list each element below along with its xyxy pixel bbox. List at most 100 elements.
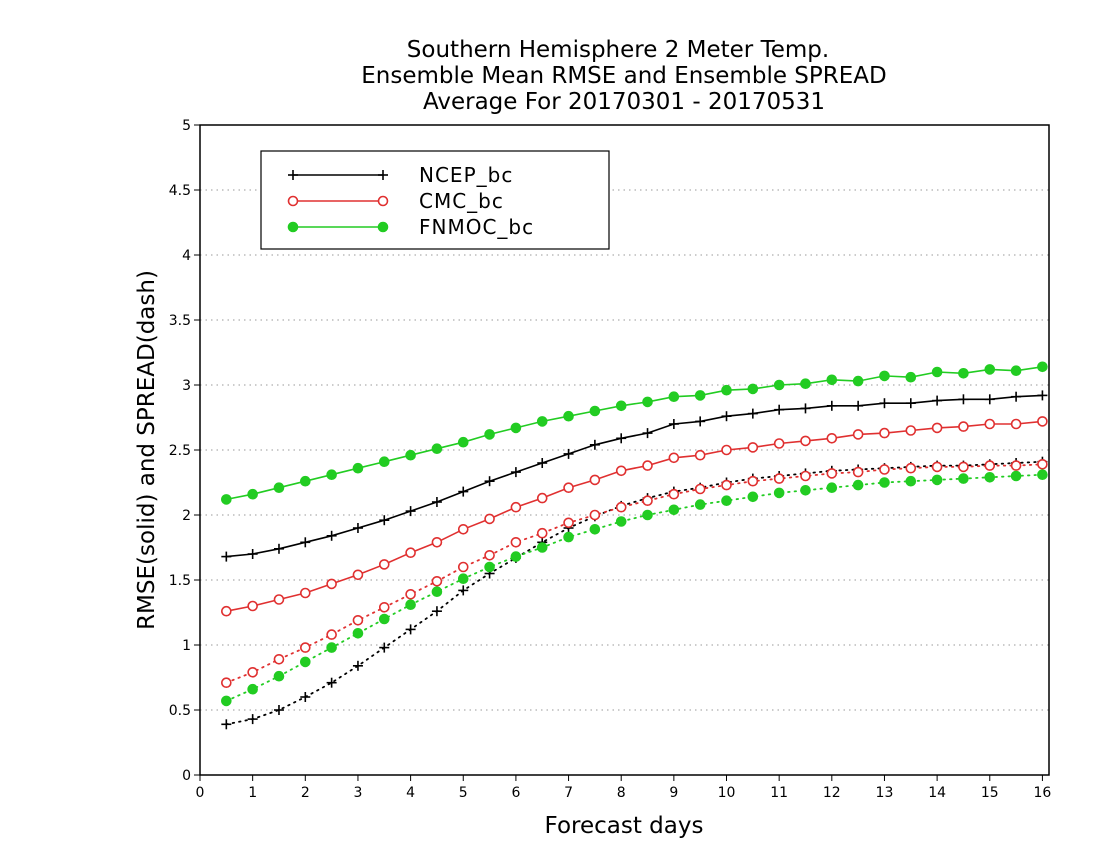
legend-marker xyxy=(287,195,299,207)
title-line-2: Ensemble Mean RMSE and Ensemble SPREAD xyxy=(361,63,886,89)
fnmoc_bc-spread-point xyxy=(668,504,680,516)
ncep_bc-rmse-point xyxy=(405,506,416,517)
x-tick-label: 4 xyxy=(406,785,415,801)
fnmoc_bc-rmse-point xyxy=(326,469,337,481)
fnmoc_bc-spread-point xyxy=(958,473,969,484)
fnmoc_bc-rmse-point xyxy=(273,482,285,494)
x-tick-label: 0 xyxy=(196,785,205,801)
fnmoc_bc-spread-point xyxy=(457,573,469,585)
fnmoc_bc-spread-point xyxy=(694,499,706,510)
x-axis-label: Forecast days xyxy=(545,813,704,839)
fnmoc_bc-rmse-point xyxy=(247,488,258,500)
fnmoc_bc-rmse-point xyxy=(615,400,627,412)
x-tick-label: 2 xyxy=(301,785,310,801)
fnmoc_bc-rmse-point xyxy=(536,416,548,427)
cmc_bc-spread-point xyxy=(378,601,390,613)
cmc_bc-rmse-point xyxy=(721,444,732,456)
x-tick-label: 12 xyxy=(823,785,841,801)
fnmoc_bc-rmse-point xyxy=(510,422,522,434)
x-tick-label: 11 xyxy=(770,785,788,801)
ncep_bc-rmse-point xyxy=(853,400,864,411)
x-tick-label: 7 xyxy=(564,785,573,801)
y-tick-label: 5 xyxy=(182,118,191,134)
cmc_bc-rmse-point xyxy=(1037,416,1048,427)
x-tick-label: 15 xyxy=(981,785,999,801)
fnmoc_bc-spread-point xyxy=(510,551,522,562)
cmc_bc-rmse-point xyxy=(615,465,627,477)
cmc_bc-spread-point xyxy=(984,460,996,471)
cmc_bc-spread-point xyxy=(668,488,680,500)
legend-marker xyxy=(288,170,298,180)
cmc_bc-rmse-point xyxy=(747,442,759,453)
cmc_bc-rmse-point xyxy=(563,482,574,494)
fnmoc_bc-rmse-point xyxy=(931,366,943,378)
ncep_bc-spread-point xyxy=(300,692,311,702)
ncep_bc-spread-point xyxy=(221,719,232,730)
y-tick-label: 1.5 xyxy=(169,573,191,589)
x-tick-label: 13 xyxy=(876,785,894,801)
fnmoc_bc-spread-point xyxy=(1010,470,1022,482)
ncep_bc-rmse-point xyxy=(747,408,758,419)
x-tick-label: 6 xyxy=(511,785,520,801)
fnmoc_bc-rmse-point xyxy=(984,364,996,375)
ncep_bc-rmse-point xyxy=(668,419,679,429)
fnmoc_bc-spread-point xyxy=(905,475,917,487)
cmc_bc-spread-point xyxy=(536,527,548,539)
cmc_bc-spread-point xyxy=(1010,460,1022,471)
legend-label: CMC_bc xyxy=(419,189,504,213)
cmc_bc-rmse-point xyxy=(852,429,864,440)
fnmoc_bc-rmse-point xyxy=(958,368,969,379)
fnmoc_bc-spread-point xyxy=(747,491,759,503)
fnmoc_bc-rmse-point xyxy=(879,370,890,382)
cmc_bc-spread-point xyxy=(352,614,364,626)
cmc_bc-spread-point xyxy=(247,666,258,678)
y-tick-label: 0.5 xyxy=(169,703,191,719)
ncep_bc-rmse-point xyxy=(273,543,284,554)
cmc_bc-rmse-point xyxy=(984,418,996,430)
y-tick-label: 3 xyxy=(182,378,191,394)
title-line-1: Southern Hemisphere 2 Meter Temp. xyxy=(407,37,829,63)
fnmoc_bc-rmse-point xyxy=(352,462,364,474)
fnmoc_bc-spread-point xyxy=(563,531,574,543)
legend-entry-fnmoc_bc: FNMOC_bc xyxy=(287,215,533,239)
fnmoc_bc-rmse-point xyxy=(905,371,917,383)
ncep_bc-rmse-point xyxy=(642,428,653,439)
y-tick-label: 3.5 xyxy=(169,313,191,329)
fnmoc_bc-rmse-point xyxy=(1010,365,1022,377)
fnmoc_bc-spread-point xyxy=(852,479,864,491)
cmc_bc-spread-point xyxy=(326,629,337,640)
fnmoc_bc-spread-point xyxy=(405,599,416,611)
cmc_bc-spread-point xyxy=(826,468,838,479)
x-tick-label: 8 xyxy=(617,785,626,801)
cmc_bc-rmse-point xyxy=(931,422,943,434)
x-tick-label: 9 xyxy=(669,785,678,801)
y-tick-label: 0 xyxy=(182,768,191,784)
legend-marker xyxy=(287,221,299,233)
ncep_bc-rmse-point xyxy=(879,398,890,409)
cmc_bc-rmse-point xyxy=(642,460,653,471)
cmc_bc-spread-point xyxy=(958,461,969,473)
ncep_bc-rmse-point xyxy=(326,530,337,541)
fnmoc_bc-rmse-point xyxy=(826,374,838,386)
cmc_bc-rmse-point xyxy=(221,605,232,617)
fnmoc_bc-rmse-point xyxy=(405,449,416,461)
fnmoc_bc-rmse-point xyxy=(852,375,864,387)
fnmoc_bc-spread-point xyxy=(247,683,258,695)
cmc_bc-spread-point xyxy=(905,462,917,474)
fnmoc_bc-spread-point xyxy=(378,613,390,625)
y-tick-label: 4 xyxy=(182,248,191,264)
cmc_bc-spread-point xyxy=(405,588,416,600)
ncep_bc-rmse-point xyxy=(984,394,995,405)
legend-marker xyxy=(378,170,388,180)
cmc_bc-spread-point xyxy=(773,473,785,484)
cmc_bc-rmse-point xyxy=(326,578,337,590)
fnmoc_bc-rmse-point xyxy=(378,456,390,468)
ncep_bc-rmse-point xyxy=(510,467,521,478)
cmc_bc-rmse-point xyxy=(405,547,416,559)
fnmoc_bc-rmse-point xyxy=(747,383,759,395)
cmc_bc-rmse-point xyxy=(510,501,522,513)
fnmoc_bc-spread-point xyxy=(721,495,732,507)
legend-box xyxy=(260,150,610,250)
ncep_bc-spread-point xyxy=(458,585,469,596)
fnmoc_bc-rmse-point xyxy=(300,475,311,487)
